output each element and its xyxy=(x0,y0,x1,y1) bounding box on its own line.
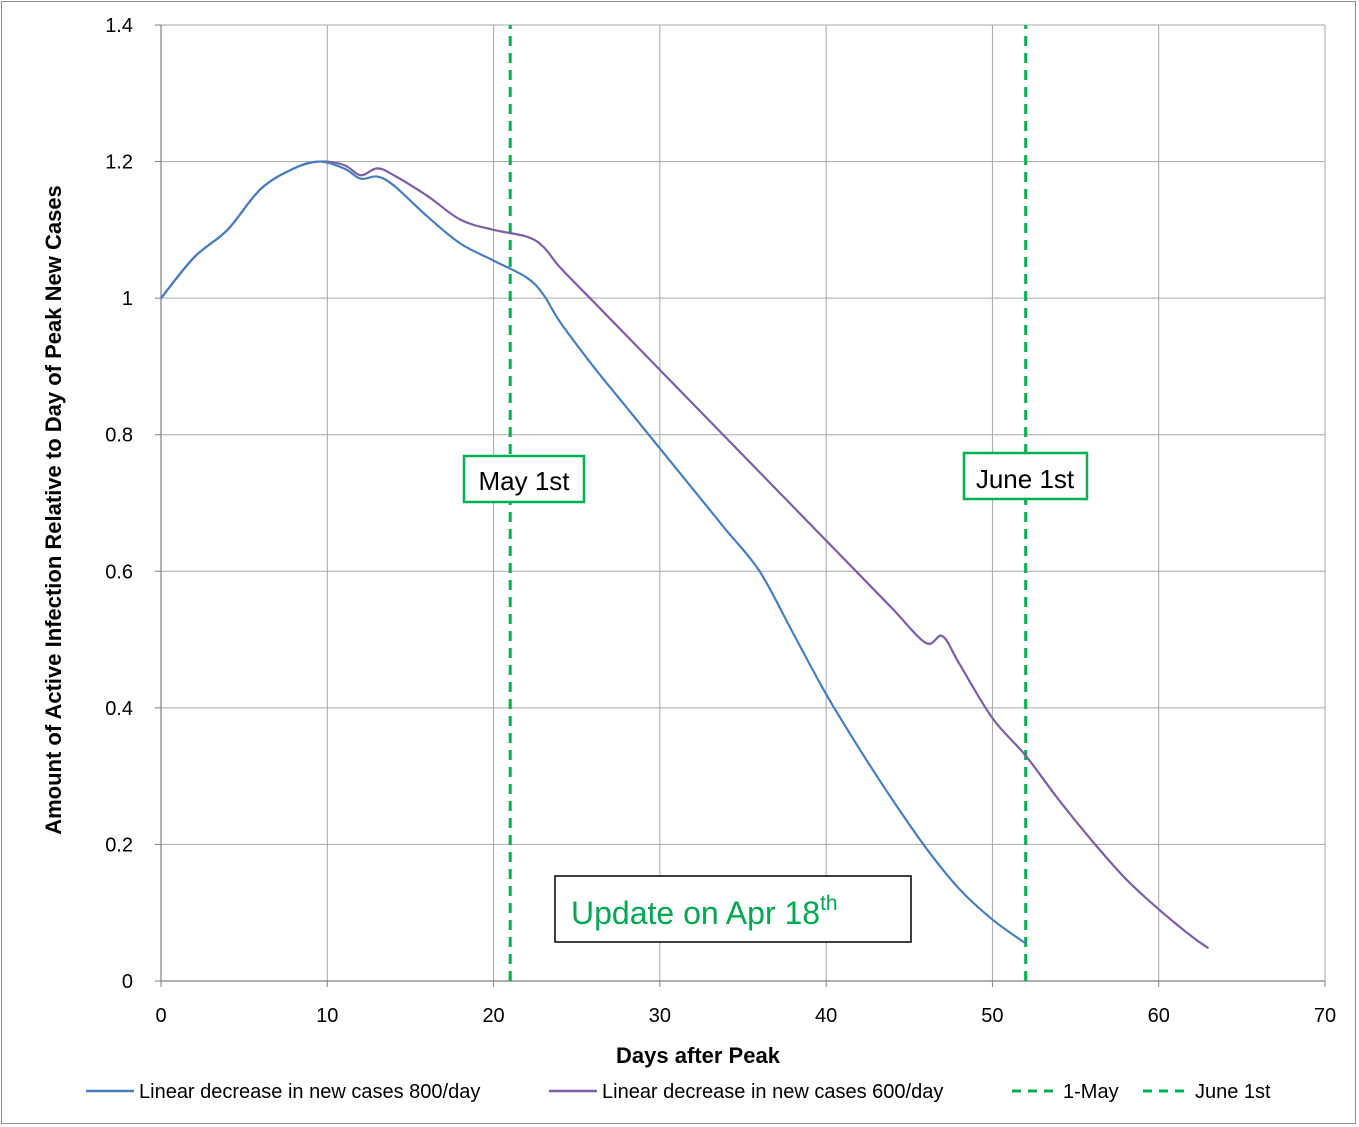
june-1st-callout: June 1st xyxy=(962,451,1089,501)
x-tick-label: 70 xyxy=(1314,1005,1336,1027)
x-tick-label: 0 xyxy=(155,1005,166,1027)
axes: 0 0.2 0.4 0.6 0.8 1 1.2 1.4 0 10 20 30 40 50 60 70 xyxy=(105,15,1336,1027)
y-tick-label: 0.8 xyxy=(105,425,133,447)
y-tick-label: 1.4 xyxy=(105,15,133,37)
may-1st-callout-text: May 1st xyxy=(478,466,570,496)
legend-label-may: 1-May xyxy=(1063,1081,1119,1103)
june-1st-callout-box xyxy=(962,451,1089,501)
update-note-box xyxy=(554,875,912,943)
grid xyxy=(160,24,1326,982)
series-line-800-per-day xyxy=(160,160,1027,945)
june-1st-callout-text: June 1st xyxy=(976,464,1075,494)
series-line-600-per-day xyxy=(160,160,1210,950)
x-tick-label: 60 xyxy=(1148,1005,1170,1027)
x-tick-label: 20 xyxy=(482,1005,504,1027)
y-axis-title: Amount of Active Infection Relative to D… xyxy=(41,185,66,835)
update-note-text: Update on Apr 18th xyxy=(571,892,838,931)
legend-item-600: Linear decrease in new cases 600/day xyxy=(549,1081,943,1103)
y-tick-label: 0.2 xyxy=(105,834,133,856)
x-tick-label: 50 xyxy=(981,1005,1003,1027)
legend-item-june: June 1st xyxy=(1143,1081,1271,1103)
y-tick-label: 1 xyxy=(122,288,133,310)
legend-label-600: Linear decrease in new cases 600/day xyxy=(602,1081,943,1103)
x-axis-title: Days after Peak xyxy=(616,1043,781,1068)
x-tick-label: 40 xyxy=(815,1005,837,1027)
may-1st-callout-box xyxy=(462,454,586,504)
legend-item-800: Linear decrease in new cases 800/day xyxy=(86,1081,480,1103)
legend-label-800: Linear decrease in new cases 800/day xyxy=(139,1081,480,1103)
y-tick-label: 0 xyxy=(122,971,133,993)
y-tick-label: 1.2 xyxy=(105,152,133,174)
update-note: Update on Apr 18th xyxy=(554,875,912,943)
x-tick-label: 30 xyxy=(649,1005,671,1027)
x-tick-label: 10 xyxy=(316,1005,338,1027)
y-tick-label: 0.6 xyxy=(105,561,133,583)
series-lines xyxy=(160,25,1210,981)
legend-item-may: 1-May xyxy=(1012,1081,1119,1103)
may-1st-callout: May 1st xyxy=(462,454,586,504)
update-note-main: Update on Apr 18 xyxy=(571,895,820,931)
y-tick-label: 0.4 xyxy=(105,698,133,720)
legend-label-june: June 1st xyxy=(1195,1081,1271,1103)
update-note-superscript: th xyxy=(820,892,838,915)
legend: Linear decrease in new cases 800/day Lin… xyxy=(86,1081,1271,1103)
